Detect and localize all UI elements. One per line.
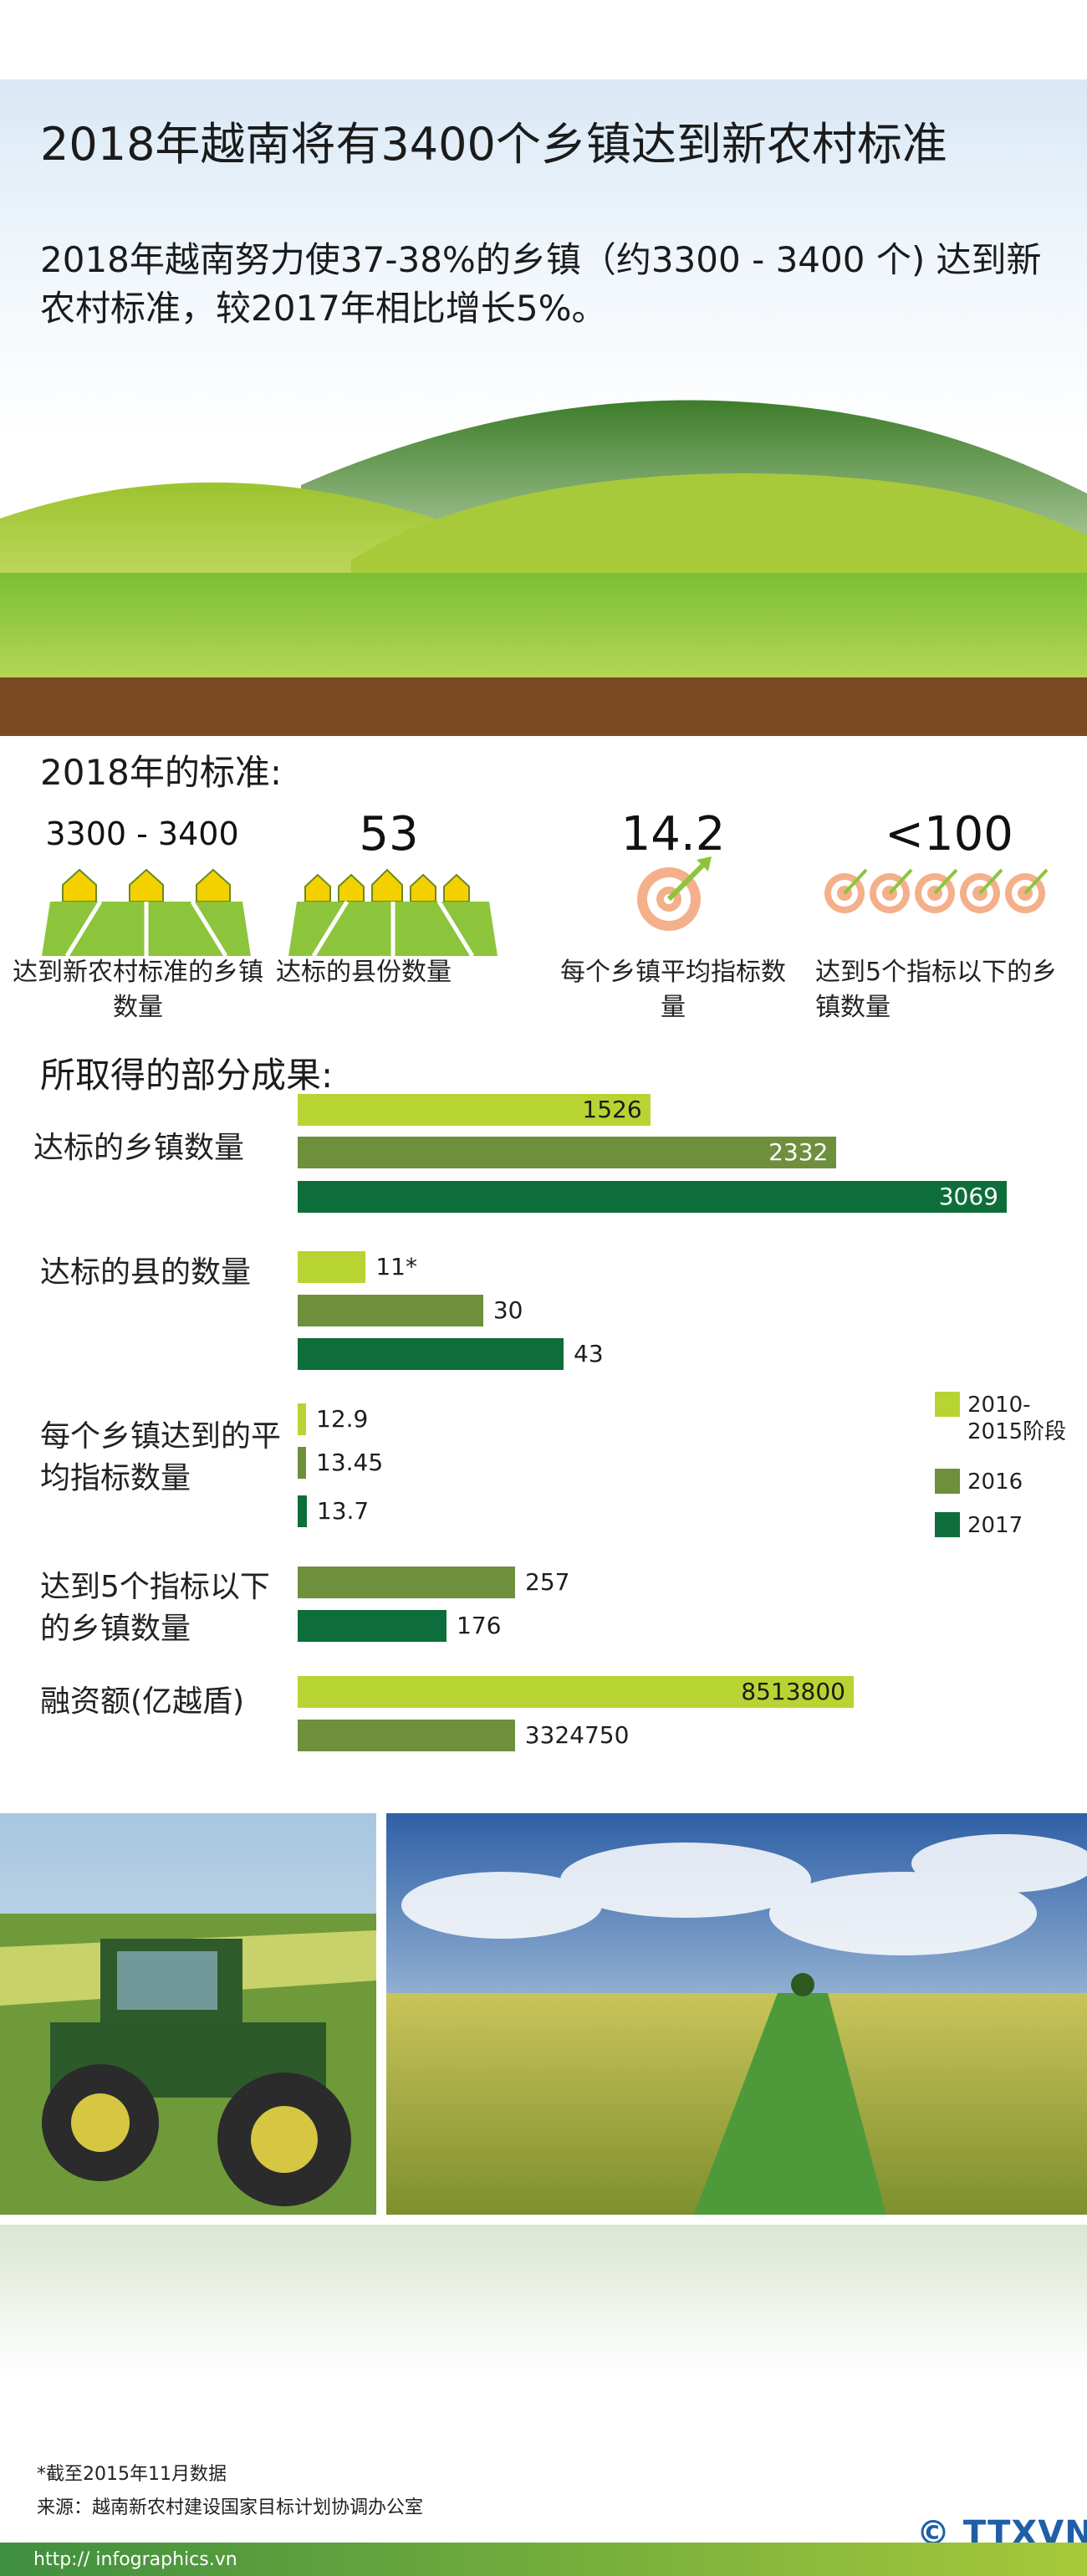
footnote: *截至2015年11月数据 [37,2464,227,2485]
group-label-under5: 达到5个指标以下的乡镇数量 [40,1570,270,1646]
targets-icon [824,868,1049,915]
standard-value-districts: 53 [359,807,419,861]
standard-caption-communes: 达到新农村标准的乡镇数量 [13,958,263,1022]
source-note: 来源：越南新农村建设国家目标计划协调办公室 [37,2497,424,2518]
standard-caption-under5: 达到5个指标以下的乡镇数量 [815,958,1058,1022]
top-band [0,0,1087,79]
page-title: 2018年越南将有3400个乡镇达到新农村标准 [40,118,947,171]
standard-value-criteria: 14.2 [620,807,726,861]
standard-value-under5: <100 [885,807,1013,861]
footer-url[interactable]: http:// infographics.vn [33,2549,237,2570]
group-label-funding: 融资额(亿越盾) [40,1684,245,1719]
group-label-avg-criteria: 每个乡镇达到的平均指标数量 [40,1419,282,1495]
farm-photos [0,1813,1087,2215]
village-field-icon [42,868,251,956]
group-label-districts: 达标的县的数量 [40,1255,252,1290]
legend-label-2017: 2017 [967,1513,1023,1538]
target-icon [637,856,712,931]
tractor-image [42,1939,351,2206]
legend-swatch-2016 [935,1469,960,1494]
group-label-communes: 达标的乡镇数量 [33,1131,245,1165]
standard-value-communes: 3300 - 3400 [45,815,239,852]
legend-swatch-2017 [935,1512,960,1537]
village-field-icon [288,868,498,956]
legend-label-2010-2015: 2010-2015阶段 [967,1393,1067,1444]
standards-heading: 2018年的标准: [40,752,283,793]
legend-swatch-2010-2015 [935,1392,960,1417]
hills-illustration [0,400,1087,736]
photo-reflection [0,2225,1087,2375]
results-heading: 所取得的部分成果: [40,1055,334,1096]
standard-caption-districts: 达标的县份数量 [276,958,452,987]
legend-label-2016: 2016 [967,1469,1023,1495]
footer-bar [0,2543,1087,2576]
standard-caption-criteria: 每个乡镇平均指标数量 [560,958,786,1022]
page-subtitle: 2018年越南努力使37-38%的乡镇（约3300 - 3400 个) 达到新农… [40,239,1042,329]
